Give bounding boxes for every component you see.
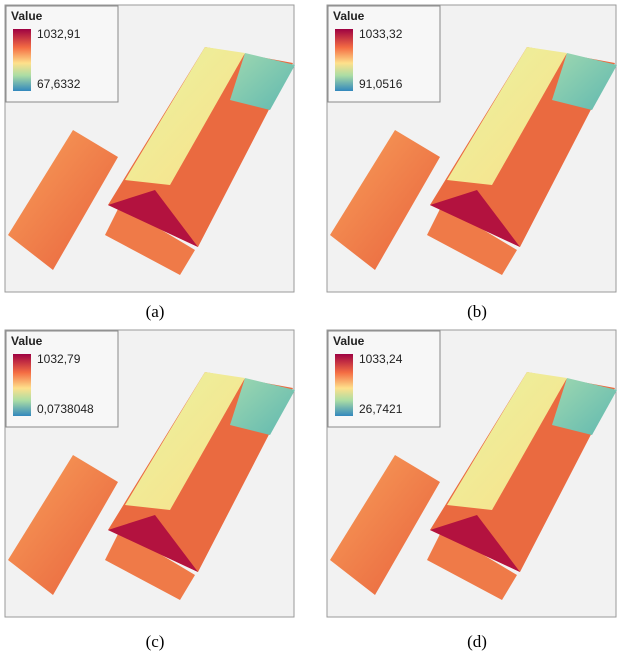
color-ramp — [13, 354, 31, 416]
legend-min: 0,0738048 — [37, 402, 94, 416]
figure: Value 1032,91 67,6332 (a) Value 1033,32 91,051… — [0, 0, 619, 656]
legend: Value 1033,32 91,0516 — [328, 6, 440, 102]
legend-title: Value — [333, 9, 365, 23]
legend-max: 1033,32 — [359, 27, 403, 41]
caption: (d) — [467, 632, 487, 651]
legend-max: 1032,91 — [37, 27, 81, 41]
color-ramp — [13, 29, 31, 91]
map-panel: Value 1033,24 26,7421 — [327, 330, 617, 617]
legend-min: 91,0516 — [359, 77, 403, 91]
legend-title: Value — [11, 334, 43, 348]
legend-title: Value — [333, 334, 365, 348]
caption: (a) — [146, 302, 165, 321]
caption: (c) — [146, 632, 165, 651]
legend-min: 26,7421 — [359, 402, 403, 416]
caption: (b) — [467, 302, 487, 321]
color-ramp — [335, 354, 353, 416]
legend: Value 1032,79 0,0738048 — [6, 331, 118, 427]
map-panel: Value 1033,32 91,0516 — [327, 5, 617, 292]
legend-min: 67,6332 — [37, 77, 81, 91]
legend-max: 1032,79 — [37, 352, 81, 366]
legend-title: Value — [11, 9, 43, 23]
legend: Value 1032,91 67,6332 — [6, 6, 118, 102]
legend: Value 1033,24 26,7421 — [328, 331, 440, 427]
map-panel: Value 1032,91 67,6332 — [5, 5, 295, 292]
legend-max: 1033,24 — [359, 352, 403, 366]
color-ramp — [335, 29, 353, 91]
map-panel: Value 1032,79 0,0738048 — [5, 330, 295, 617]
